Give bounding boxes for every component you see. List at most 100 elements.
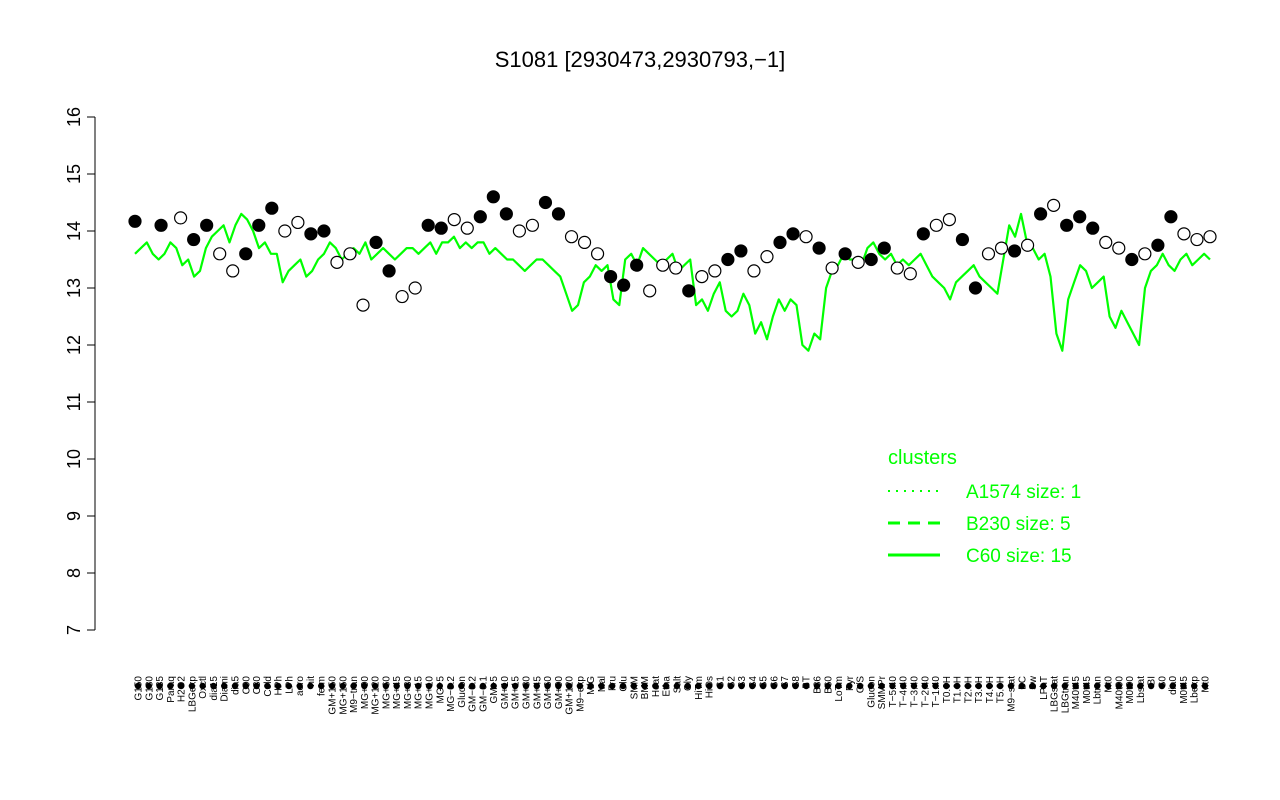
data-point — [1034, 207, 1048, 221]
x-tick-label: M40t45 — [1071, 676, 1082, 710]
data-point — [968, 281, 983, 295]
x-tick-label: Lbstat — [1136, 676, 1147, 703]
data-point — [473, 210, 487, 224]
x-tick-label: HPh — [274, 676, 285, 695]
x-tick-label: LoTm — [834, 676, 845, 702]
x-axis-marker — [641, 682, 648, 690]
x-tick-label: GM+90 — [554, 676, 565, 710]
x-tick-label: G/S — [856, 676, 867, 694]
x-tick-label: Mt0 — [1201, 676, 1212, 693]
data-point — [1073, 210, 1087, 224]
data-point — [291, 215, 305, 230]
data-point — [356, 298, 370, 312]
x-axis-marker — [1180, 682, 1187, 690]
x-tick-label: MG+10 — [425, 676, 436, 710]
x-tick-label: MG+120 — [371, 676, 382, 715]
x-tick-label: M40t90 — [1114, 676, 1125, 710]
data-point — [1203, 230, 1217, 244]
x-axis: G150 G180 G135 Paraq H2O2 LBGexp Oxctl dia15 Dia… — [134, 675, 1212, 714]
x-tick-label: M0t90 — [1125, 676, 1136, 704]
x-axis-marker — [1201, 682, 1209, 690]
data-point — [942, 213, 956, 227]
x-tick-label: BI — [1147, 676, 1158, 685]
x-tick-label: dia15 — [209, 676, 220, 701]
data-point — [604, 270, 618, 284]
x-tick-label: LBGstat — [1050, 676, 1061, 712]
x-tick-label: T3.0H — [974, 676, 985, 703]
x-axis-marker — [479, 682, 487, 690]
y-tick-label: 11 — [64, 393, 84, 412]
x-axis-marker — [921, 682, 928, 690]
x-tick-label: S0 — [1157, 676, 1168, 689]
x-tick-label: BC — [1017, 676, 1028, 690]
x-tick-label: M0t45 — [1082, 676, 1093, 704]
x-tick-label: Lbexp — [1190, 676, 1201, 704]
legend-title: clusters — [888, 447, 957, 469]
data-point — [343, 247, 357, 261]
x-axis-marker — [824, 682, 831, 690]
data-point — [851, 255, 865, 269]
data-point — [1177, 227, 1191, 241]
data-point — [734, 244, 748, 258]
data-point — [278, 224, 292, 238]
data-point — [656, 258, 670, 272]
data-point — [369, 235, 383, 249]
x-tick-label: T−1.40 — [931, 676, 942, 708]
x-tick-label: S4 — [748, 676, 759, 689]
data-point — [1047, 198, 1061, 212]
x-tick-label: H2O2 — [177, 676, 188, 703]
x-tick-label: nit — [306, 676, 317, 687]
x-tick-label: GM+45 — [532, 676, 543, 710]
x-axis-marker — [900, 682, 907, 690]
x-axis-marker — [943, 682, 950, 690]
x-tick-label: T−4.40 — [899, 676, 910, 708]
x-tick-label: Cold — [263, 676, 274, 697]
x-axis-marker — [652, 682, 659, 690]
data-point — [382, 264, 396, 278]
x-tick-label: LBGexp — [187, 676, 198, 713]
data-point — [747, 264, 761, 278]
x-axis-marker — [447, 682, 454, 690]
x-axis-marker — [371, 682, 379, 690]
x-axis-marker — [889, 682, 896, 690]
x-axis-marker — [555, 682, 562, 690]
data-point — [721, 252, 735, 267]
x-axis-marker — [576, 682, 584, 690]
x-axis-marker — [1158, 682, 1166, 690]
x-axis-marker — [986, 682, 993, 690]
x-tick-label: S7 — [780, 676, 791, 689]
x-axis-marker — [221, 682, 228, 690]
x-axis-marker — [856, 682, 864, 690]
x-axis-marker — [361, 682, 368, 690]
data-point — [1007, 244, 1022, 258]
x-axis-marker — [846, 682, 853, 690]
x-axis-marker — [727, 682, 734, 690]
x-tick-label: MG+45 — [392, 676, 403, 710]
x-tick-label: S3 — [737, 676, 748, 689]
data-point — [903, 267, 917, 281]
x-tick-label: G135 — [155, 676, 166, 701]
x-tick-label: Glucon — [457, 676, 468, 708]
data-point — [1086, 221, 1100, 235]
data-point — [994, 241, 1009, 255]
x-tick-label: BMM — [640, 676, 651, 699]
y-tick-label: 15 — [64, 164, 84, 184]
x-tick-label: Salt — [672, 676, 683, 693]
x-axis-marker — [350, 682, 357, 690]
x-axis-marker — [533, 682, 540, 690]
data-point — [304, 227, 318, 241]
x-tick-label: T1.0H — [953, 676, 964, 703]
data-point — [1060, 218, 1074, 232]
data-point — [1125, 252, 1139, 267]
x-axis-marker — [910, 682, 918, 690]
x-axis-marker — [749, 682, 756, 690]
x-tick-label: GM+120 — [565, 676, 576, 715]
data-point — [538, 195, 553, 210]
data-point — [200, 218, 214, 232]
x-axis-marker — [199, 682, 206, 690]
data-point — [812, 241, 826, 255]
x-tick-label: Heat — [651, 676, 662, 697]
x-tick-label: dia0 — [1168, 676, 1179, 695]
x-tick-label: T5.0H — [996, 676, 1007, 703]
x-tick-label: C30 — [252, 676, 263, 695]
